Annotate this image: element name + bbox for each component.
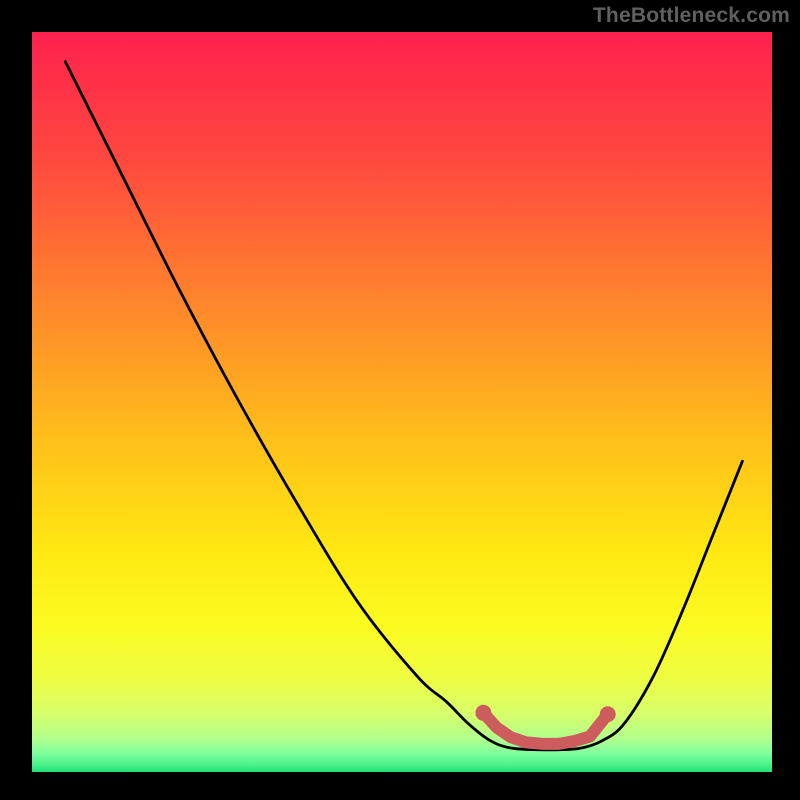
optimal-range-marker <box>600 706 616 722</box>
chart-overlay <box>0 0 800 800</box>
watermark-link[interactable]: TheBottleneck.com <box>593 4 790 28</box>
optimal-range-highlight <box>483 713 607 744</box>
optimal-range-marker <box>475 705 491 721</box>
bottleneck-curve <box>65 62 742 750</box>
